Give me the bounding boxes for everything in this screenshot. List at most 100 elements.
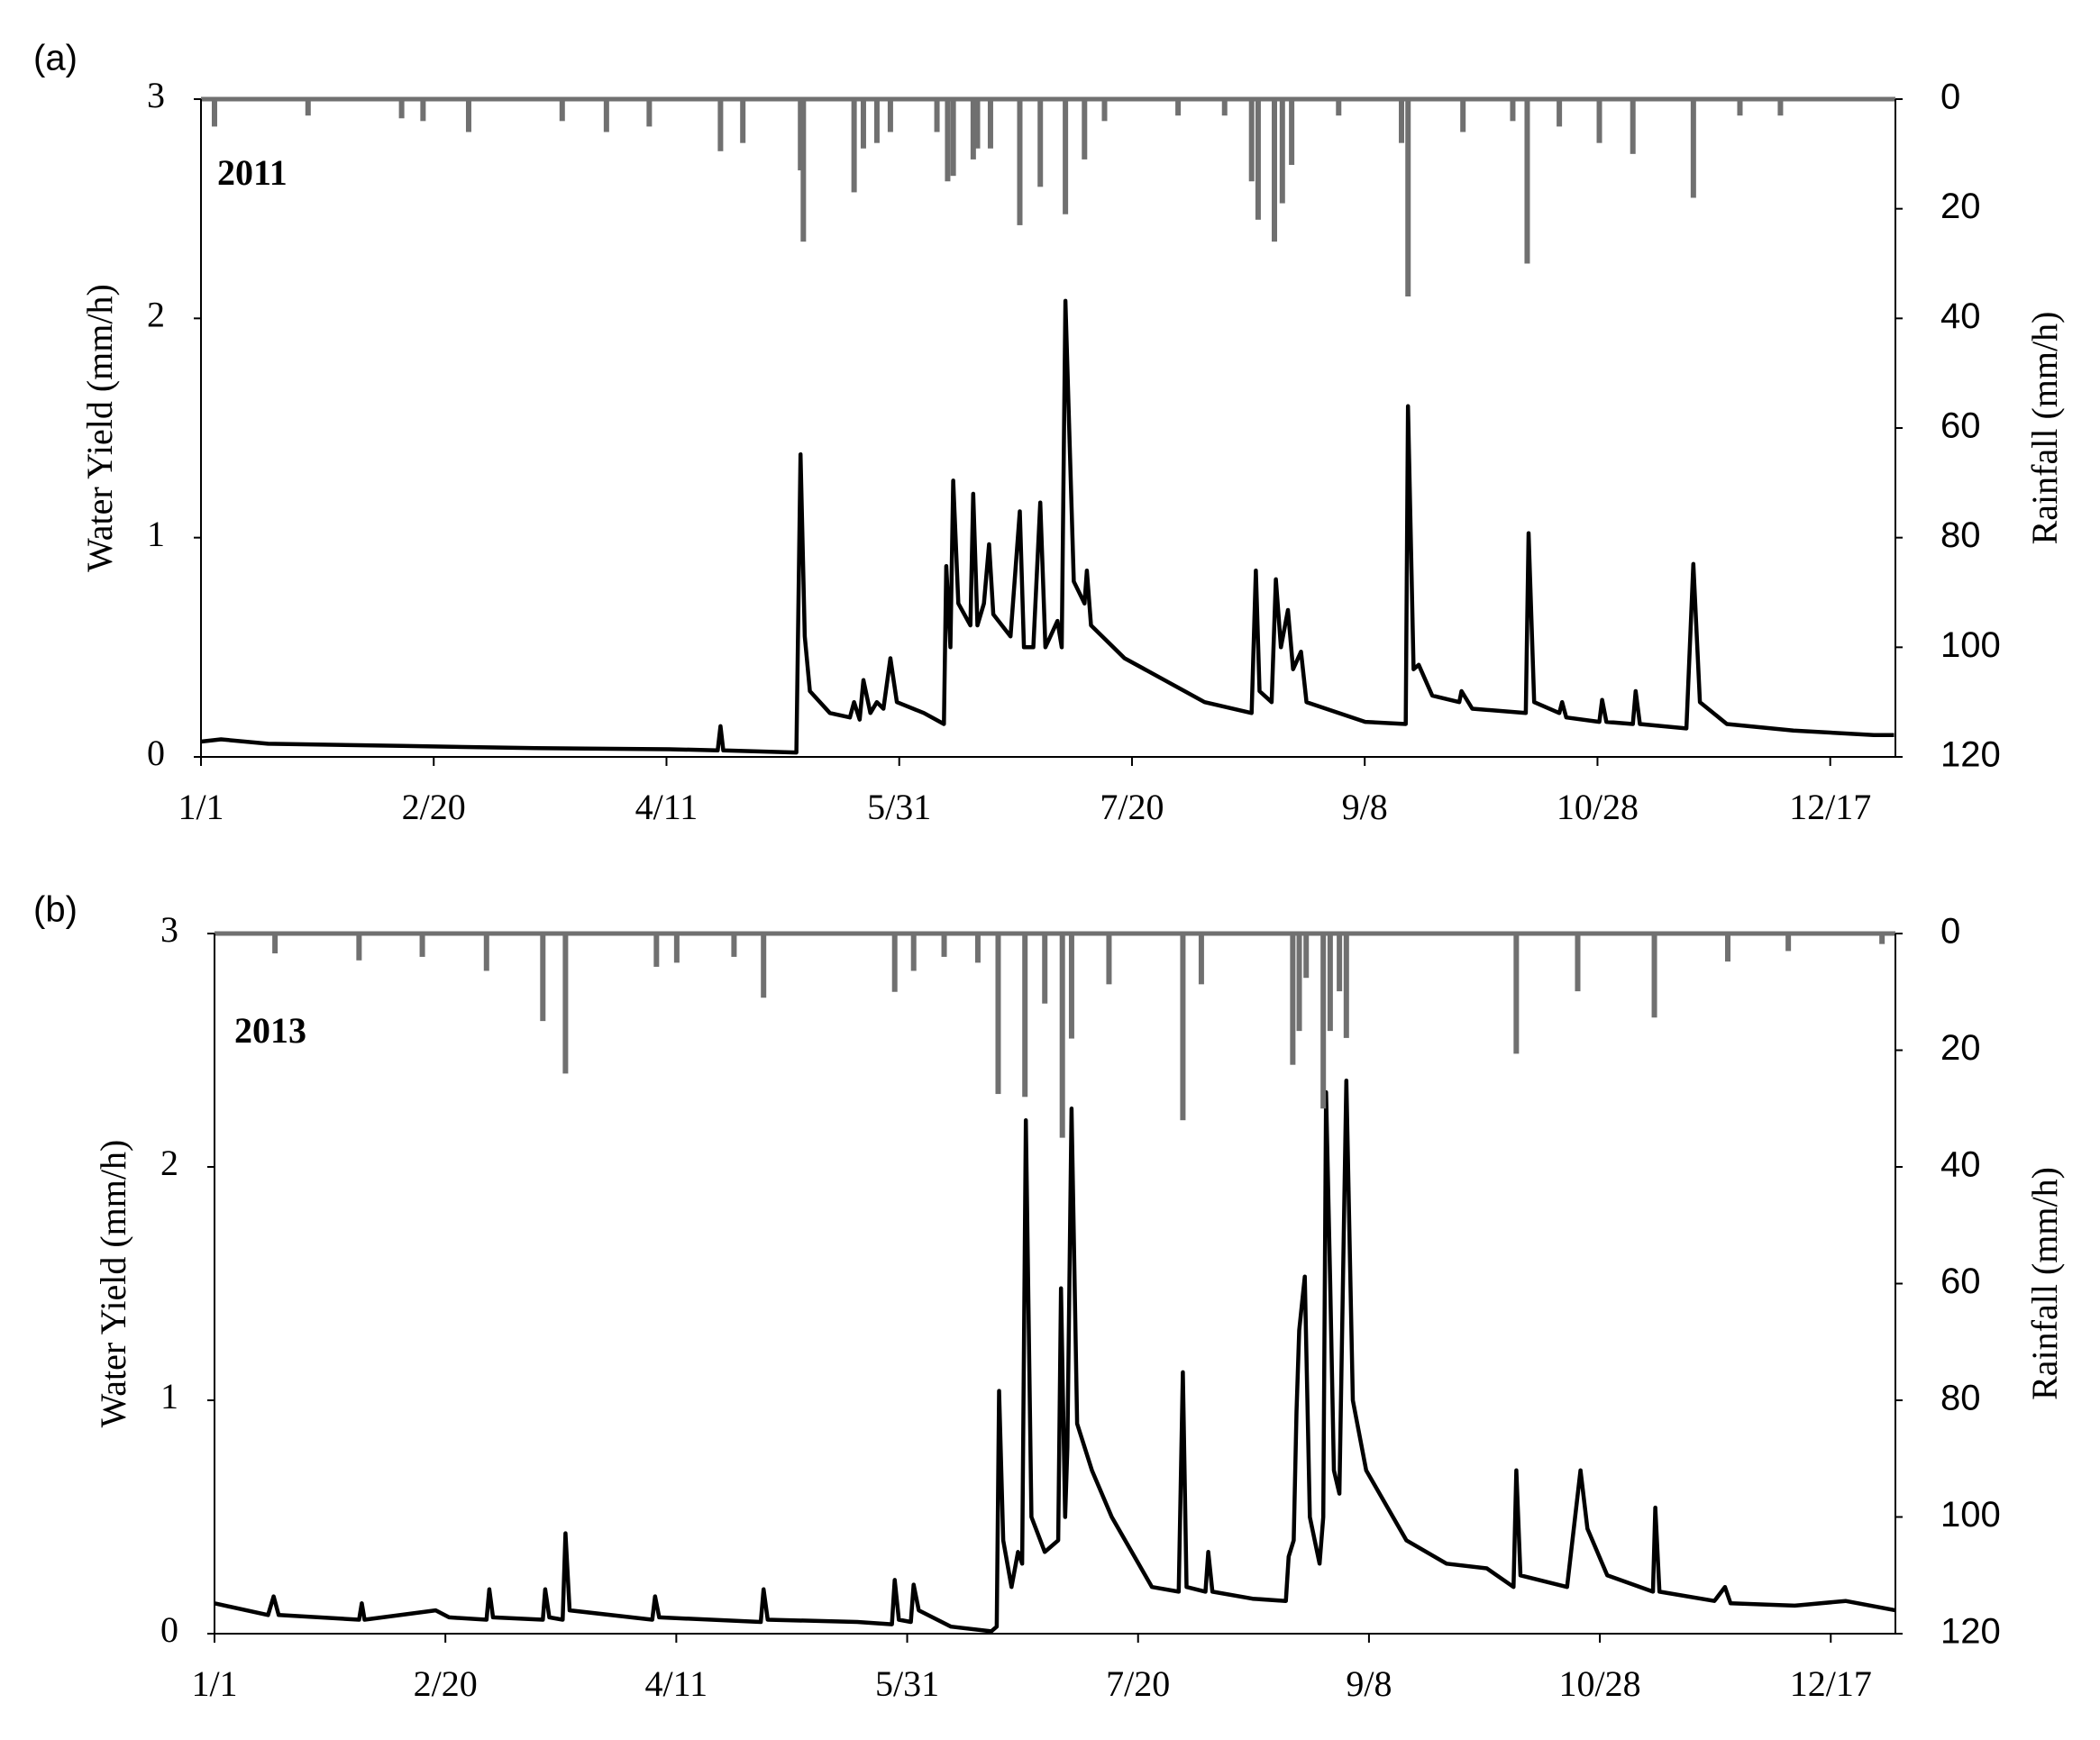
rainfall-bar	[1272, 99, 1278, 242]
x-tick-label: 7/20	[1106, 1663, 1170, 1704]
rainfall-bar	[1320, 934, 1327, 1109]
rainfall-bar	[800, 99, 807, 242]
rainfall-bar	[1290, 934, 1296, 1065]
y-tick-label: 1	[160, 1376, 178, 1417]
rainfall-bar	[1255, 99, 1261, 220]
rainfall-bar	[873, 99, 880, 143]
rainfall-bar	[1337, 934, 1343, 992]
rainfall-bar	[1068, 934, 1074, 1039]
x-tick-label: 10/28	[1559, 1663, 1641, 1704]
y2-tick-label: 0	[1940, 77, 1960, 117]
y2-axis-title: Rainfall (mm/h)	[2024, 312, 2065, 545]
y2-tick-label: 20	[1940, 1028, 1981, 1068]
panel-label: (a)	[33, 39, 78, 78]
rainfall-bar	[1198, 934, 1204, 985]
x-tick-label: 4/11	[645, 1663, 708, 1704]
y2-tick-label: 80	[1940, 515, 1981, 555]
y2-tick-label: 60	[1940, 406, 1981, 446]
rainfall-bar	[1303, 934, 1310, 979]
rainfall-bar	[1327, 934, 1333, 1032]
rainfall-bar	[559, 99, 565, 122]
rainfall-bar	[1289, 99, 1295, 165]
x-tick-label: 5/31	[875, 1663, 939, 1704]
rainfall-bar	[272, 934, 278, 954]
rainfall-bar	[851, 99, 857, 193]
rainfall-bar	[987, 99, 993, 149]
x-tick-label: 9/8	[1346, 1663, 1392, 1704]
rainfall-bar	[945, 99, 951, 182]
rainfall-bar	[1296, 934, 1302, 1032]
rainfall-bar	[1343, 934, 1349, 1038]
rainfall-bar	[934, 99, 940, 132]
rainfall-bar	[305, 99, 311, 116]
rainfall-bar	[1879, 934, 1885, 944]
y-axis-title: Water Yield (mm/h)	[79, 284, 120, 572]
rainfall-bar	[910, 934, 917, 971]
rainfall-bar	[1101, 99, 1108, 122]
x-tick-label: 2/20	[402, 787, 466, 827]
y2-tick-label: 80	[1940, 1379, 1981, 1418]
rainfall-bar	[1336, 99, 1342, 116]
rainfall-bar	[1221, 99, 1228, 116]
y2-tick-label: 40	[1940, 1145, 1981, 1185]
rainfall-bar	[420, 99, 426, 122]
y2-tick-label: 100	[1940, 1495, 2001, 1535]
rainfall-bar	[211, 99, 217, 127]
y2-tick-label: 120	[1940, 1612, 2001, 1652]
water-yield-line	[214, 1078, 1896, 1634]
y-tick-label: 0	[147, 733, 165, 773]
y2-tick-label: 120	[1940, 735, 2001, 775]
x-tick-label: 12/17	[1789, 787, 1871, 827]
rainfall-bar	[398, 99, 405, 119]
rainfall-bar	[950, 99, 956, 177]
rainfall-bar	[483, 934, 489, 971]
rainfall-bar	[1524, 99, 1530, 264]
rainfall-bar	[974, 934, 981, 963]
rainfall-bar	[1513, 934, 1520, 1054]
y2-tick-label: 0	[1940, 912, 1960, 952]
rainfall-bar	[1460, 99, 1466, 132]
rainfall-bar	[1777, 99, 1784, 116]
rainfall-bar	[761, 934, 767, 998]
y2-axis-title: Rainfall (mm/h)	[2024, 1167, 2065, 1400]
rainfall-bar	[1106, 934, 1112, 985]
y2-tick-label: 40	[1940, 296, 1981, 336]
y-tick-label: 0	[160, 1609, 178, 1650]
y-tick-label: 2	[160, 1143, 178, 1183]
year-annotation: 2011	[217, 152, 288, 193]
x-tick-label: 1/1	[178, 787, 224, 827]
rainfall-bar	[740, 99, 746, 143]
x-tick-label: 7/20	[1100, 787, 1164, 827]
x-tick-label: 2/20	[414, 1663, 478, 1704]
rainfall-bar	[1651, 934, 1657, 1018]
x-tick-label: 5/31	[867, 787, 931, 827]
rainfall-bar	[1175, 99, 1182, 116]
rainfall-bar	[673, 934, 680, 963]
rainfall-bar	[646, 99, 653, 127]
y-tick-label: 3	[160, 909, 178, 950]
rainfall-bar	[603, 99, 609, 132]
x-tick-label: 4/11	[635, 787, 698, 827]
rainfall-bar	[974, 99, 981, 149]
rainfall-bar	[1042, 934, 1048, 1004]
rainfall-bar	[995, 934, 1001, 1095]
y-tick-label: 1	[147, 514, 165, 554]
rainfall-bar	[1405, 99, 1411, 296]
rainfall-bar	[798, 99, 804, 171]
rainfall-bar	[1596, 99, 1602, 143]
rainfall-bar	[860, 99, 866, 149]
y2-tick-label: 60	[1940, 1262, 1981, 1301]
rainfall-bar	[731, 934, 737, 957]
rainfall-bar	[1022, 934, 1028, 1098]
rainfall-bar	[1785, 934, 1792, 952]
rainfall-bar	[1725, 934, 1731, 962]
rainfall-bar	[1063, 99, 1069, 214]
rainfall-bar	[540, 934, 546, 1022]
rainfall-bar	[1690, 99, 1696, 198]
rainfall-bar	[970, 99, 976, 159]
rainfall-bar	[1017, 99, 1023, 225]
y2-tick-label: 100	[1940, 625, 2001, 665]
x-tick-label: 12/17	[1790, 1663, 1872, 1704]
rainfall-bar	[717, 99, 724, 151]
